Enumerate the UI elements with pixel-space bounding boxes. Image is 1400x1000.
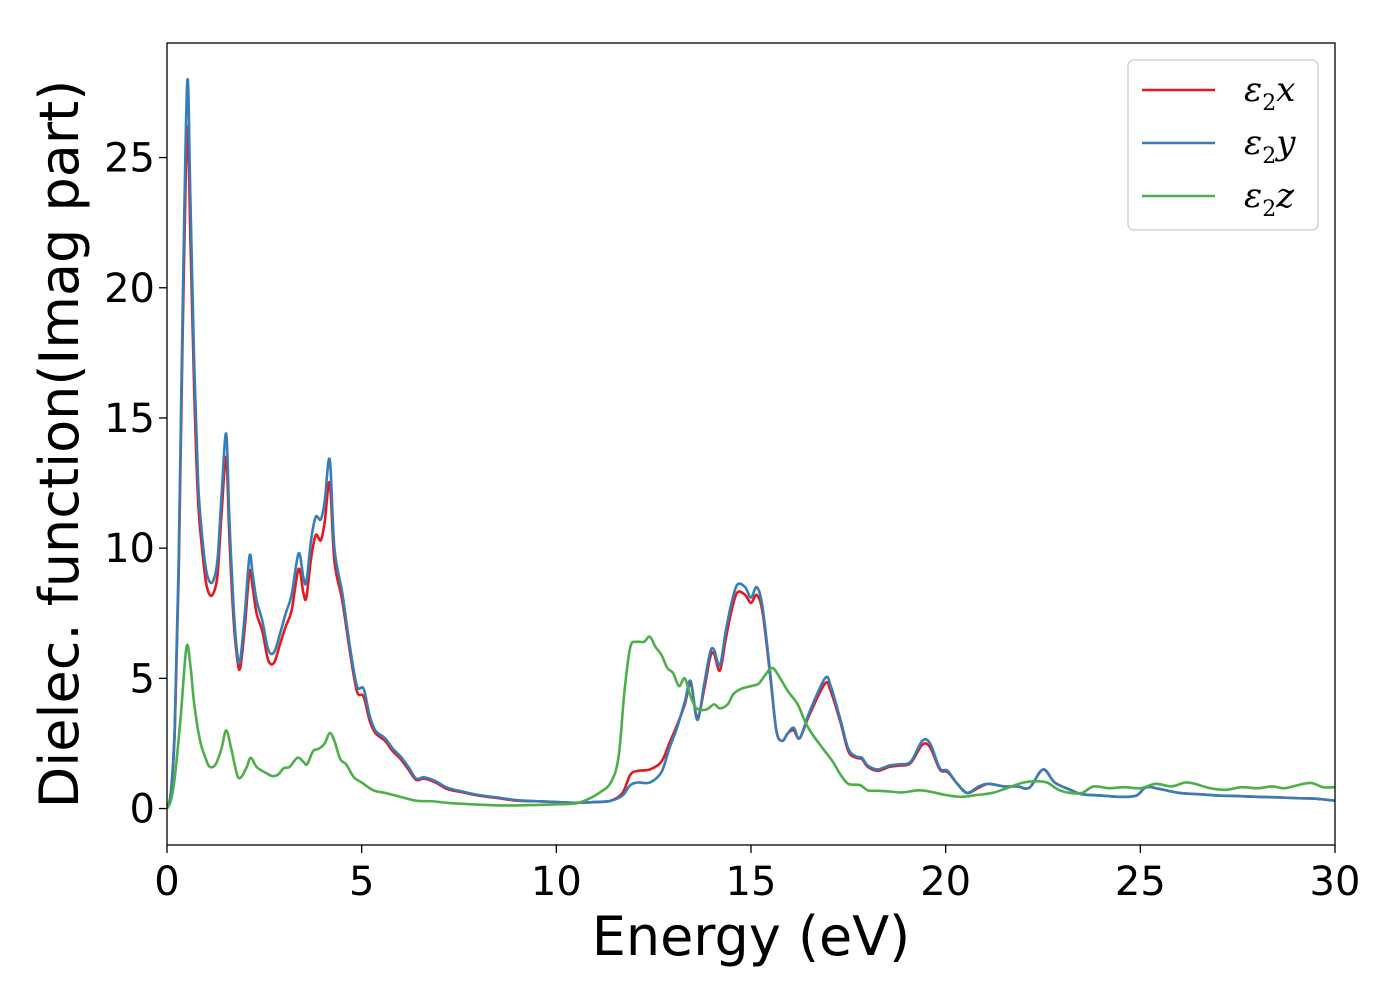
y-tick-label: 0 <box>130 787 155 833</box>
x-axis-title: Energy (eV) <box>592 905 911 968</box>
y-tick-label: 15 <box>104 396 155 442</box>
y-axis: 0 5 10 15 20 25 <box>104 136 167 833</box>
y-tick-label: 5 <box>130 656 155 702</box>
series-line-z <box>167 635 1335 810</box>
x-tick-label: 10 <box>531 859 582 905</box>
x-tick-label: 20 <box>920 859 971 905</box>
series-layer <box>167 78 1335 810</box>
y-axis-title: Dielec. function(Imag part) <box>28 80 91 809</box>
x-axis: 0 5 10 15 20 25 30 <box>154 845 1360 905</box>
y-tick-label: 20 <box>104 266 155 312</box>
legend-label-z: ε2z <box>1244 176 1295 222</box>
legend-frame <box>1127 59 1319 231</box>
y-tick-label: 10 <box>104 526 155 572</box>
x-tick-label: 30 <box>1310 859 1361 905</box>
legend-label-y: ε2y <box>1244 123 1296 169</box>
series-line-y <box>167 78 1335 809</box>
x-tick-label: 5 <box>349 859 374 905</box>
y-tick-label: 25 <box>104 136 155 182</box>
legend: ε2x ε2y ε2z <box>1127 59 1319 231</box>
x-tick-label: 25 <box>1115 859 1166 905</box>
x-tick-label: 0 <box>154 859 179 905</box>
legend-label-x: ε2x <box>1244 70 1295 116</box>
x-tick-label: 15 <box>726 859 777 905</box>
